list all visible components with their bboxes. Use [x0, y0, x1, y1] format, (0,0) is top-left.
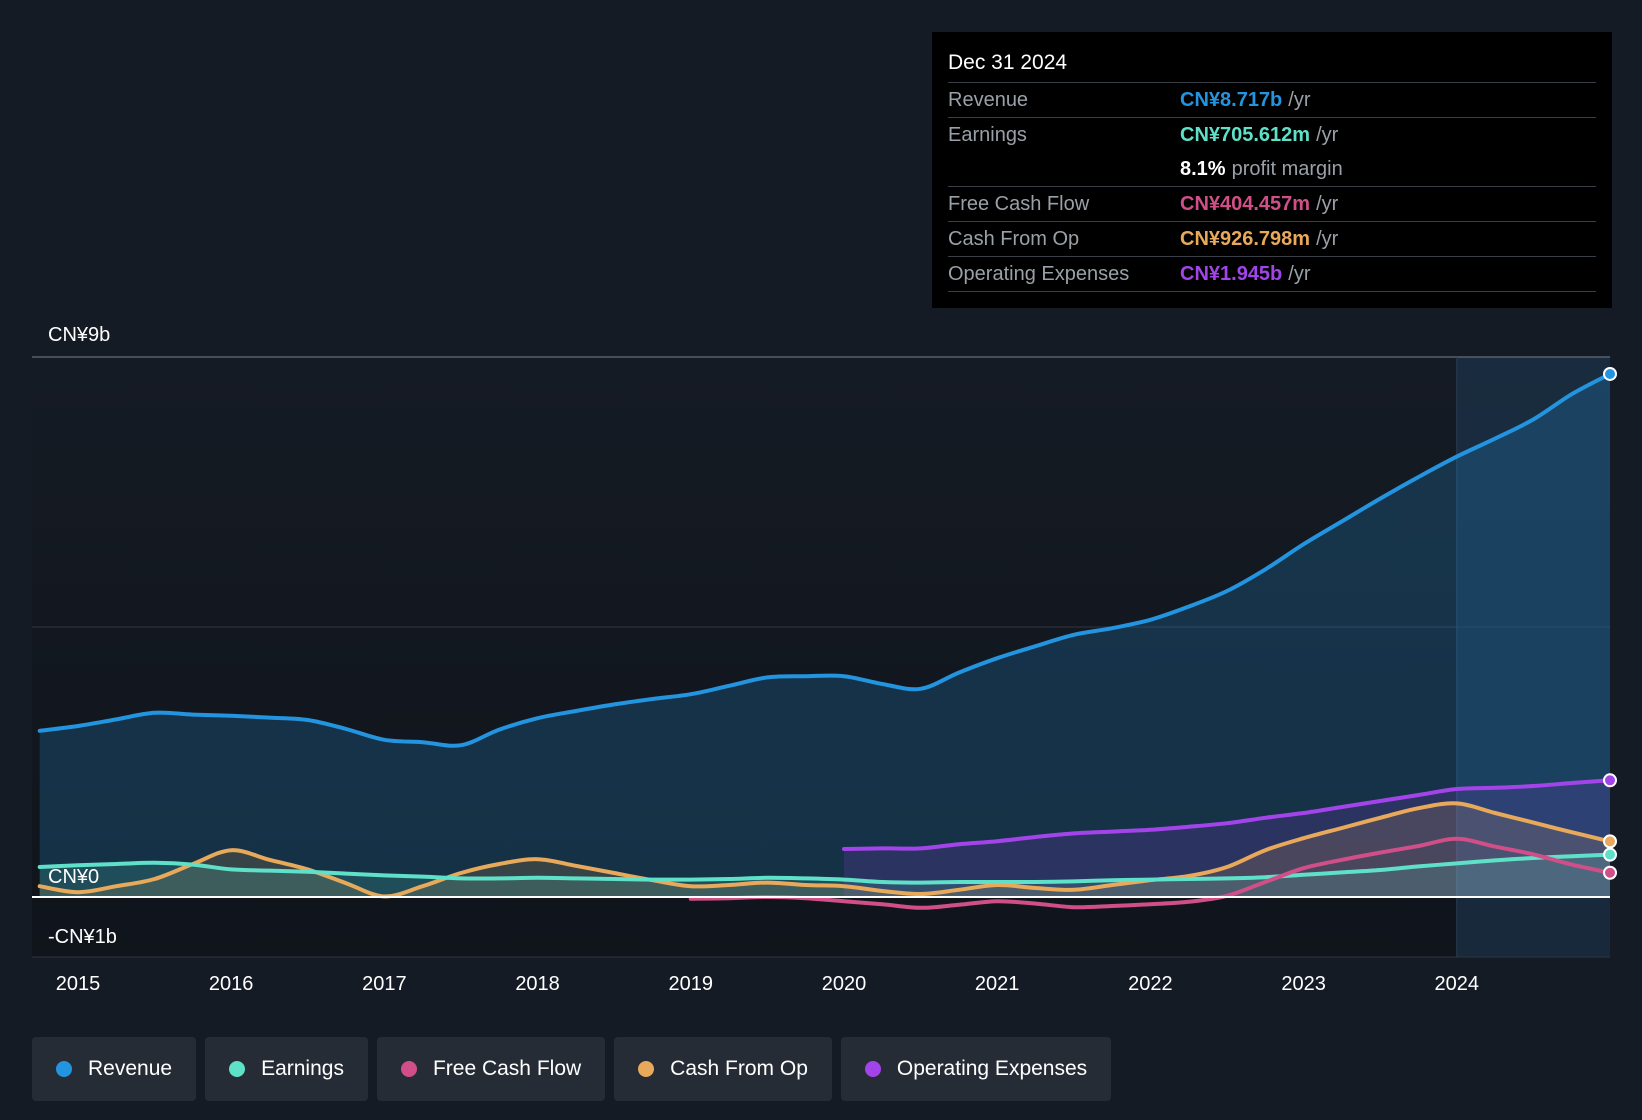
- legend-label: Earnings: [261, 1057, 344, 1080]
- tooltip-value: CN¥926.798m: [1180, 228, 1311, 250]
- tooltip-unit: profit margin: [1231, 158, 1343, 180]
- area-cash-from-op: [39, 803, 1611, 897]
- legend-label: Operating Expenses: [896, 1057, 1088, 1080]
- tooltip-unit: /yr: [1316, 193, 1339, 215]
- tooltip-label: Revenue: [948, 89, 1029, 111]
- legend-label: Cash From Op: [670, 1057, 808, 1080]
- series-lines: [37, 372, 1612, 910]
- x-tick-label: 2018: [515, 973, 560, 995]
- x-tick-label: 2019: [669, 973, 714, 995]
- endpoint-cash-from-op: [1603, 834, 1617, 849]
- tooltip-row-cash-from-op: Cash From Op CN¥926.798m /yr: [948, 222, 1596, 257]
- x-tick-label: 2016: [209, 973, 254, 995]
- tooltip-unit: /yr: [1288, 263, 1311, 285]
- tooltip-row-operating-expenses: Operating Expenses CN¥1.945b /yr: [948, 257, 1596, 292]
- line-operating-expenses: [842, 778, 1612, 851]
- tooltip-date: Dec 31 2024: [948, 46, 1596, 83]
- area-earnings: [39, 854, 1611, 897]
- tooltip-value: CN¥8.717b: [1180, 89, 1283, 111]
- line-cash-from-op: [37, 801, 1612, 899]
- legend-dot-icon: [56, 1061, 72, 1077]
- tooltip-label: Free Cash Flow: [948, 193, 1090, 215]
- y-axis-labels: CN¥9b CN¥0 -CN¥1b: [48, 324, 117, 948]
- tooltip-unit: /yr: [1316, 228, 1339, 250]
- line-revenue: [37, 372, 1612, 748]
- tooltip-value: CN¥1.945b: [1180, 263, 1283, 285]
- tooltip-value: CN¥404.457m: [1180, 193, 1311, 215]
- area-revenue: [39, 374, 1611, 897]
- line-earnings: [37, 852, 1612, 885]
- legend-dot-icon: [400, 1061, 417, 1077]
- x-tick-label: 2015: [56, 973, 101, 995]
- tooltip-row-profit-margin: 8.1% profit margin: [948, 152, 1596, 187]
- tooltip-row-free-cash-flow: Free Cash Flow CN¥404.457m /yr: [948, 187, 1596, 222]
- tooltip-label: [948, 152, 1180, 186]
- legend-item-operating-expenses[interactable]: Operating Expenses: [840, 1037, 1112, 1101]
- y-tick-label: -CN¥1b: [48, 926, 117, 948]
- x-axis-labels: 2015 2016 2017 2018 2019 2020 2021 2022 2023 2024: [56, 973, 1479, 995]
- x-tick-label: 2017: [362, 973, 407, 995]
- tooltip: Dec 31 2024 Revenue CN¥8.717b /yr Earnin…: [932, 32, 1612, 308]
- legend-item-revenue[interactable]: Revenue: [32, 1037, 197, 1101]
- x-tick-label: 2020: [822, 973, 867, 995]
- x-tick-label: 2021: [975, 973, 1020, 995]
- series-endpoints: [1603, 366, 1617, 880]
- gridlines: [32, 356, 1610, 958]
- x-tick-label: 2023: [1281, 973, 1326, 995]
- tooltip-unit: /yr: [1288, 89, 1311, 111]
- endpoint-earnings: [1603, 847, 1617, 862]
- tooltip-value: 8.1%: [1180, 158, 1226, 180]
- legend: Revenue Earnings Free Cash Flow Cash Fro…: [32, 1037, 1112, 1101]
- tooltip-row-revenue: Revenue CN¥8.717b /yr: [948, 83, 1596, 118]
- tooltip-value: CN¥705.612m: [1180, 124, 1311, 146]
- x-tick-label: 2022: [1128, 973, 1173, 995]
- y-tick-label: CN¥9b: [48, 324, 110, 346]
- line-free-cash-flow: [688, 836, 1612, 910]
- legend-dot-icon: [638, 1061, 655, 1077]
- endpoint-revenue: [1603, 366, 1617, 381]
- legend-label: Revenue: [88, 1057, 173, 1080]
- legend-label: Free Cash Flow: [432, 1057, 582, 1080]
- legend-dot-icon: [229, 1061, 246, 1077]
- tooltip-label: Cash From Op: [948, 228, 1080, 250]
- tooltip-row-earnings: Earnings CN¥705.612m /yr: [948, 118, 1596, 152]
- endpoint-free-cash-flow: [1603, 865, 1617, 880]
- tooltip-unit: /yr: [1316, 124, 1339, 146]
- legend-dot-icon: [864, 1061, 881, 1077]
- legend-item-cash-from-op[interactable]: Cash From Op: [614, 1037, 832, 1101]
- endpoint-operating-expenses: [1603, 773, 1617, 788]
- x-tick-label: 2024: [1435, 973, 1480, 995]
- tooltip-label: Operating Expenses: [948, 263, 1130, 285]
- legend-item-free-cash-flow[interactable]: Free Cash Flow: [376, 1037, 606, 1101]
- tooltip-label: Earnings: [948, 124, 1027, 146]
- y-tick-label: CN¥0: [48, 866, 99, 888]
- legend-item-earnings[interactable]: Earnings: [205, 1037, 368, 1101]
